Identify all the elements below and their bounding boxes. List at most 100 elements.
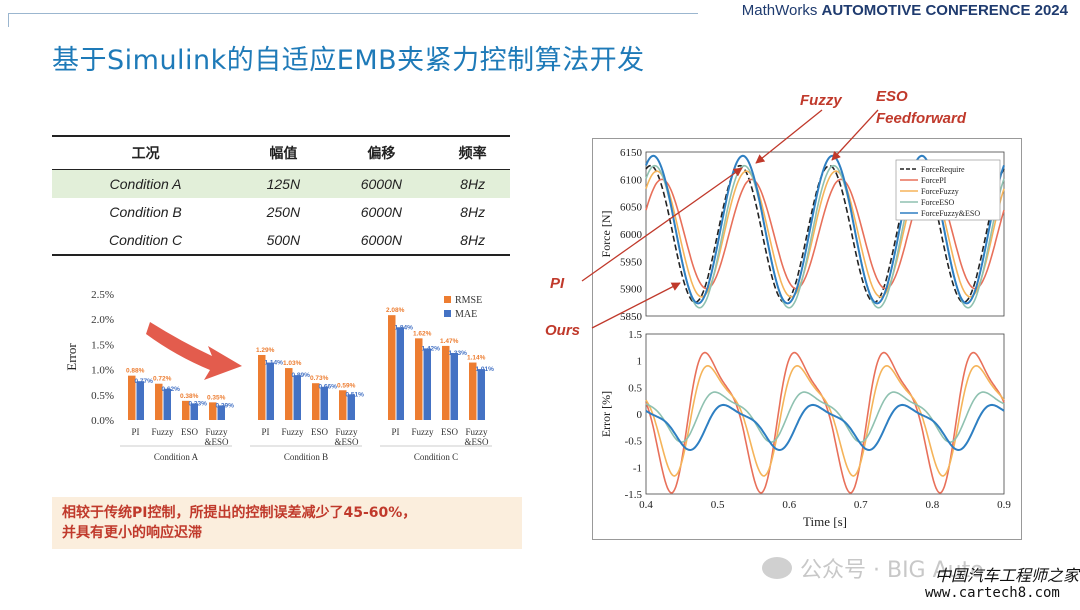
- bar-mae: [266, 362, 274, 420]
- table-cell: 250N: [266, 204, 301, 220]
- bar-mae: [136, 381, 144, 420]
- red-arrow-shape: [146, 322, 242, 380]
- x-tick-label: Fuzzy: [206, 427, 228, 437]
- x-tick-label: 0.9: [997, 499, 1011, 511]
- note-line: 相较于传统PI控制，所提出的控制误差减少了45-60%，: [62, 505, 417, 521]
- x-tick-label: 0.6: [782, 499, 796, 511]
- legend-label-mae: MAE: [455, 309, 477, 320]
- data-label-mae: 1.01%: [476, 366, 495, 373]
- header-rule: [8, 13, 698, 14]
- x-tick-label: 0.8: [926, 499, 940, 511]
- y-tick-label: 1.0%: [91, 365, 114, 377]
- bar-rmse: [285, 368, 293, 420]
- group-label: Condition A: [154, 452, 199, 462]
- error-y-tick-label: 1.5: [628, 329, 642, 341]
- annotation-pi: PI: [550, 275, 565, 292]
- table-header-row: 工况 幅值 偏移 频率: [52, 135, 510, 170]
- bar-rmse: [442, 345, 450, 420]
- conference-name: AUTOMOTIVE CONFERENCE 2024: [821, 2, 1068, 19]
- error-y-tick-label: 1: [637, 356, 643, 368]
- force-axes-box: [645, 151, 1005, 317]
- x-tick-label: Fuzzy: [466, 427, 488, 437]
- conditions-table: 工况 幅值 偏移 频率 Condition A 125N 6000N 8Hz C…: [52, 135, 510, 256]
- table-header-cell: 幅值: [239, 135, 328, 170]
- data-label-rmse: 0.72%: [153, 376, 172, 383]
- table-cell: Condition C: [52, 226, 240, 256]
- wechat-icon: [762, 557, 792, 579]
- table-header-cell: 工况: [52, 135, 240, 170]
- bar-rmse: [128, 375, 136, 420]
- bar-mae: [190, 403, 198, 420]
- force-y-axis-label: Force [N]: [599, 211, 613, 258]
- data-label-rmse: 2.08%: [386, 307, 405, 314]
- y-axis-label: Error: [64, 343, 79, 371]
- data-label-mae: 0.33%: [189, 400, 208, 407]
- bar-rmse: [209, 402, 217, 420]
- bar-mae: [163, 388, 171, 420]
- force-series-line: [645, 154, 1005, 305]
- force-error-plots: 5850 5900 5950 6000 6050 6100 6150 Force [N] For…: [592, 138, 1022, 540]
- x-tick-label: Fuzzy: [152, 427, 174, 437]
- data-label-rmse: 0.59%: [337, 382, 356, 389]
- x-tick-label: PI: [261, 427, 269, 437]
- data-label-rmse: 0.88%: [126, 368, 145, 375]
- force-legend-label: ForceRequire: [921, 165, 965, 174]
- table-cell: Condition A: [52, 169, 240, 198]
- table-cell: Condition B: [109, 204, 182, 220]
- data-label-rmse: 0.38%: [180, 393, 199, 400]
- x-tick-label: ESO: [181, 427, 199, 437]
- y-tick-label: 0.0%: [91, 415, 114, 427]
- watermark-site-url: www.cartech8.com: [925, 585, 1060, 601]
- data-label-rmse: 1.03%: [283, 360, 302, 367]
- x-tick-label: &ESO: [464, 437, 489, 447]
- watermark-site-cn: 中国汽车工程师之家: [935, 566, 1080, 585]
- arrow-fuzzy: [755, 109, 823, 164]
- x-tick-label: ESO: [311, 427, 329, 437]
- annotation-fuzzy: Fuzzy: [800, 92, 842, 109]
- x-tick-label: Fuzzy: [412, 427, 434, 437]
- force-legend-label: ForceESO: [921, 198, 955, 207]
- bar-rmse: [339, 390, 347, 420]
- table-cell: 6000N: [360, 204, 402, 220]
- force-series-line: [645, 164, 1005, 304]
- page-title: 基于Simulink的自适应EMB夹紧力控制算法开发: [52, 45, 645, 76]
- x-tick-label: ESO: [441, 427, 459, 437]
- note-line: 并具有更小的响应迟滞: [62, 525, 202, 541]
- x-tick-label: Fuzzy: [336, 427, 358, 437]
- x-tick-label: &ESO: [334, 437, 359, 447]
- conference-header: MathWorks AUTOMOTIVE CONFERENCE 2024: [742, 2, 1068, 19]
- force-y-tick-label: 5850: [620, 311, 643, 323]
- data-label-rmse: 1.47%: [440, 338, 459, 345]
- annotation-eso: ESO: [876, 88, 908, 105]
- force-legend-label: ForcePI: [921, 176, 947, 185]
- data-label-mae: 1.42%: [422, 345, 441, 352]
- data-label-rmse: 0.35%: [207, 394, 226, 401]
- legend-swatch-mae: [444, 310, 451, 317]
- data-label-mae: 1.84%: [395, 324, 414, 331]
- table-cell: 125N: [239, 169, 328, 198]
- bar-mae: [217, 405, 225, 420]
- bar-mae: [293, 375, 301, 420]
- table-header-cell: 偏移: [327, 135, 436, 170]
- data-label-mae: 0.62%: [162, 386, 181, 393]
- table-cell: 6000N: [327, 169, 436, 198]
- annotation-feedforward: Feedforward: [876, 110, 967, 127]
- error-y-tick-label: -0.5: [625, 436, 643, 448]
- x-tick-label: 0.5: [711, 499, 725, 511]
- error-series-line: [645, 364, 1005, 477]
- table-cell: 8Hz: [435, 226, 510, 256]
- error-series-line: [645, 391, 1005, 444]
- data-label-rmse: 1.29%: [256, 347, 275, 354]
- force-y-tick-label: 6000: [620, 229, 643, 241]
- arrow-eso: [831, 109, 879, 161]
- bar-mae: [477, 369, 485, 420]
- force-y-tick-label: 5950: [620, 256, 643, 268]
- group-label: Condition B: [284, 452, 328, 462]
- data-label-mae: 0.29%: [216, 402, 235, 409]
- error-y-tick-label: 0.5: [628, 382, 642, 394]
- x-tick-label: PI: [391, 427, 399, 437]
- data-label-mae: 0.51%: [346, 391, 365, 398]
- bar-mae: [396, 327, 404, 420]
- bar-rmse: [155, 383, 163, 420]
- x-tick-label: &ESO: [204, 437, 229, 447]
